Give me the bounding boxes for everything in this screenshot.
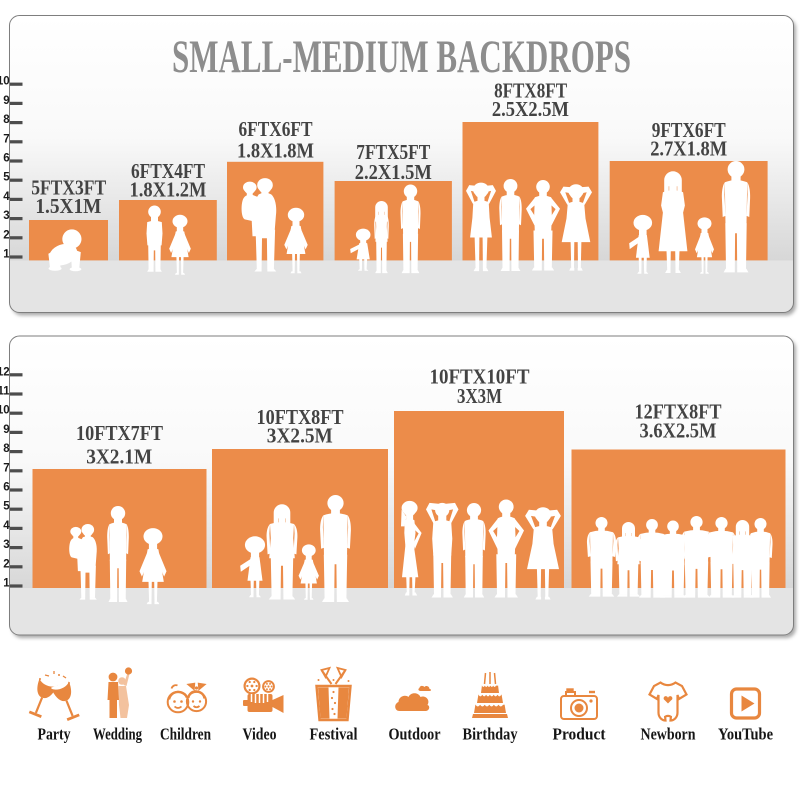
svg-text:2.2X1.5M: 2.2X1.5M <box>355 160 432 184</box>
svg-text:1.8X1.2M: 1.8X1.2M <box>130 178 207 202</box>
svg-text:11: 11 <box>0 386 10 398</box>
svg-text:12: 12 <box>0 366 10 378</box>
svg-text:9FTX6FT: 9FTX6FT <box>652 118 727 142</box>
svg-text:5FTX3FT: 5FTX3FT <box>31 176 107 200</box>
svg-text:5: 5 <box>3 172 10 184</box>
svg-text:7: 7 <box>3 462 9 474</box>
svg-text:10FTX10FT: 10FTX10FT <box>430 365 531 389</box>
svg-text:10FTX8FT: 10FTX8FT <box>257 405 345 429</box>
svg-text:Product: Product <box>553 725 606 744</box>
svg-text:2: 2 <box>3 558 9 570</box>
svg-text:Wedding: Wedding <box>93 725 142 744</box>
svg-text:1: 1 <box>3 578 10 590</box>
svg-text:1: 1 <box>3 249 10 261</box>
svg-text:7: 7 <box>3 133 9 145</box>
svg-text:3X2.5M: 3X2.5M <box>267 424 333 448</box>
svg-text:2.7X1.8M: 2.7X1.8M <box>650 137 727 161</box>
svg-text:Birthday: Birthday <box>463 725 518 744</box>
svg-text:1.8X1.8M: 1.8X1.8M <box>237 139 314 163</box>
svg-text:10FTX7FT: 10FTX7FT <box>76 421 164 445</box>
svg-text:10: 10 <box>0 76 10 88</box>
svg-text:Outdoor: Outdoor <box>389 725 441 744</box>
svg-text:9: 9 <box>3 424 9 436</box>
svg-text:10: 10 <box>0 405 10 417</box>
svg-text:4: 4 <box>3 191 10 203</box>
svg-text:Children: Children <box>160 725 211 744</box>
svg-text:9: 9 <box>3 95 9 107</box>
svg-text:Video: Video <box>243 725 277 744</box>
svg-text:Festival: Festival <box>310 725 358 744</box>
svg-text:4: 4 <box>3 520 10 532</box>
svg-text:2.5X2.5M: 2.5X2.5M <box>492 97 569 121</box>
svg-text:12FTX8FT: 12FTX8FT <box>635 400 723 424</box>
svg-text:3X3M: 3X3M <box>457 384 502 408</box>
svg-text:3.6X2.5M: 3.6X2.5M <box>640 419 717 443</box>
svg-text:3X2.1M: 3X2.1M <box>86 445 152 469</box>
svg-text:7FTX5FT: 7FTX5FT <box>356 140 431 164</box>
svg-text:6FTX6FT: 6FTX6FT <box>239 117 314 141</box>
svg-text:Newborn: Newborn <box>641 725 696 744</box>
svg-text:2: 2 <box>3 229 9 241</box>
svg-text:SMALL-MEDIUM BACKDROPS: SMALL-MEDIUM BACKDROPS <box>172 32 631 83</box>
svg-text:3: 3 <box>3 539 9 551</box>
svg-text:Party: Party <box>38 725 71 744</box>
svg-text:3: 3 <box>3 210 9 222</box>
svg-text:8FTX8FT: 8FTX8FT <box>494 79 568 103</box>
svg-text:1.5X1M: 1.5X1M <box>35 194 101 218</box>
svg-text:YouTube: YouTube <box>718 725 773 744</box>
svg-text:6: 6 <box>3 482 9 494</box>
svg-text:6: 6 <box>3 153 9 165</box>
svg-text:5: 5 <box>3 501 10 513</box>
svg-text:6FTX4FT: 6FTX4FT <box>131 159 206 183</box>
svg-text:8: 8 <box>3 443 10 455</box>
svg-text:8: 8 <box>3 114 10 126</box>
